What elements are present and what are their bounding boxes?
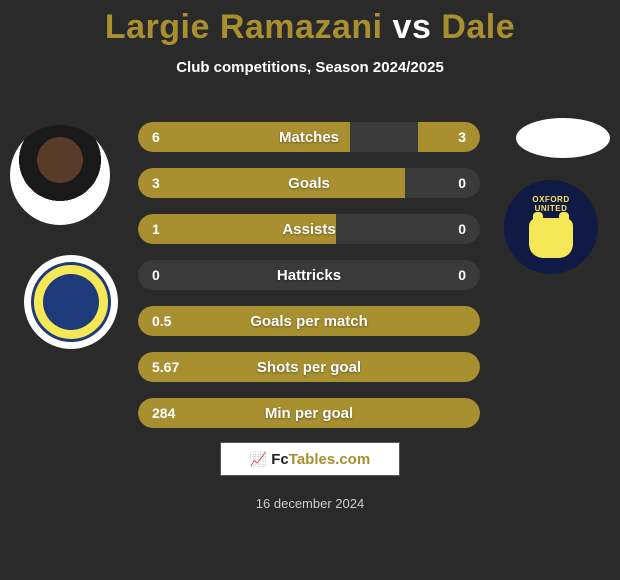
player1-avatar [10,125,110,225]
bar-label: Hattricks [138,260,480,290]
brand-box: 📈 FcTables.com [220,442,400,476]
bar-row: 10Assists [138,214,480,244]
brand-chart-icon: 📈 [250,451,267,468]
bar-label: Shots per goal [138,352,480,382]
subtitle: Club competitions, Season 2024/2025 [0,59,620,76]
player2-name: Dale [441,8,515,46]
oxford-text-top: OXFORD [532,195,569,204]
comparison-bars: 63Matches 30Goals 10Assists 00Hattricks 0.5G… [138,122,480,444]
date-text: 16 december 2024 [0,496,620,511]
bar-row: 00Hattricks [138,260,480,290]
bar-label: Min per goal [138,398,480,428]
page-title: Largie Ramazani vs Dale [0,0,620,47]
bar-label: Goals per match [138,306,480,336]
bar-label: Matches [138,122,480,152]
bar-row: 0.5Goals per match [138,306,480,336]
ox-head-icon [529,218,573,258]
bar-row: 63Matches [138,122,480,152]
right-club-badge: OXFORD UNITED [504,180,598,274]
bar-label: Goals [138,168,480,198]
player2-avatar [516,118,610,158]
bar-label: Assists [138,214,480,244]
vs-text: vs [393,8,432,46]
left-club-badge [24,255,118,349]
brand-text: FcTables.com [271,451,370,468]
bar-row: 5.67Shots per goal [138,352,480,382]
bar-row: 284Min per goal [138,398,480,428]
bar-row: 30Goals [138,168,480,198]
player1-name: Largie Ramazani [105,8,383,46]
